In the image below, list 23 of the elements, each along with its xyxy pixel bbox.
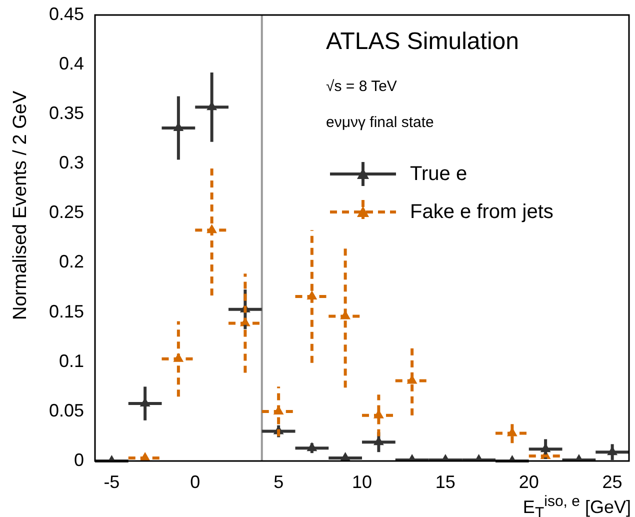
y-tick-label: 0.1 (58, 350, 84, 371)
y-axis-title: Normalised Events / 2 GeV (10, 90, 32, 320)
annotation: √s = 8 TeV (326, 78, 397, 95)
x-tick-label: 10 (352, 472, 372, 492)
y-tick-label: 0.05 (48, 400, 84, 420)
x-tick-label: -5 (104, 472, 120, 492)
x-tick-label: 20 (518, 472, 539, 492)
x-tick-label: 5 (274, 472, 284, 492)
legend-label: True e (410, 162, 468, 186)
x-tick-label: 15 (435, 472, 456, 492)
x-tick-label: 25 (602, 472, 622, 492)
y-tick-label: 0.25 (48, 202, 84, 222)
y-tick-label: 0.4 (58, 54, 84, 74)
annotation: eνμνγ final state (326, 114, 434, 131)
y-tick-label: 0 (74, 450, 84, 470)
y-tick-label: 0.3 (58, 152, 84, 173)
y-tick-label: 0.2 (58, 252, 84, 272)
y-tick-label: 0.15 (48, 301, 84, 322)
annotation: ATLAS Simulation (326, 28, 519, 56)
y-tick-label: 0.35 (48, 103, 84, 124)
legend-label: Fake e from jets (410, 200, 554, 224)
x-tick-label: 0 (190, 472, 200, 492)
y-tick-label: 0.45 (48, 4, 84, 24)
